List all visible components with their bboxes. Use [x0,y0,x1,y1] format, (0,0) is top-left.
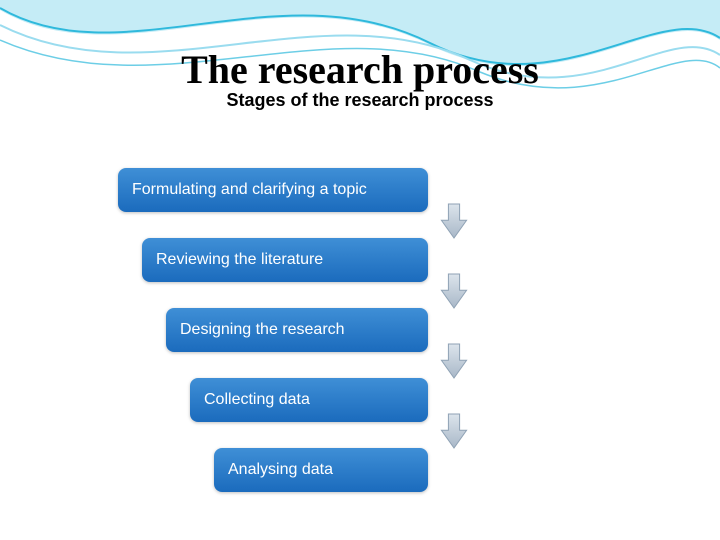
stage-label: Analysing data [228,461,333,479]
stage-box: Designing the research [166,308,428,352]
stage-box: Analysing data [214,448,428,492]
stage-box: Reviewing the literature [142,238,428,282]
stage-box: Formulating and clarifying a topic [118,168,428,212]
arrow-down-icon [440,412,468,450]
arrow-down-icon [440,272,468,310]
stage-label: Designing the research [180,321,345,339]
stage-box: Collecting data [190,378,428,422]
page-title: The research process [0,46,720,93]
page-subtitle: Stages of the research process [0,90,720,111]
stage-label: Collecting data [204,391,310,409]
arrow-down-icon [440,342,468,380]
stage-label: Formulating and clarifying a topic [132,181,367,199]
arrow-down-icon [440,202,468,240]
stage-label: Reviewing the literature [156,251,323,269]
